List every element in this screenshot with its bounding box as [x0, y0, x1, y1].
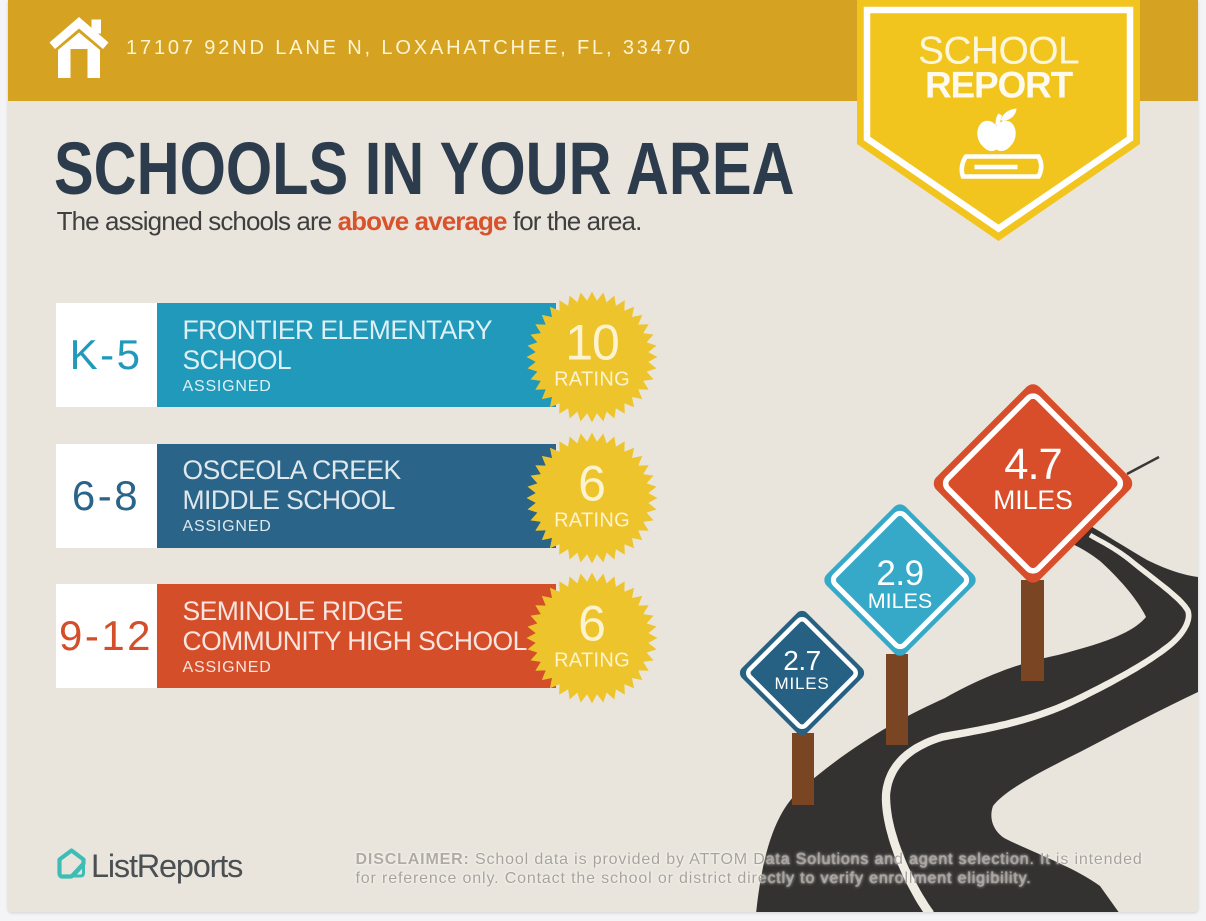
- svg-text:MILES: MILES: [774, 674, 829, 693]
- svg-text:REPORT: REPORT: [925, 64, 1074, 105]
- svg-text:4.7: 4.7: [1004, 441, 1061, 489]
- svg-text:RATING: RATING: [554, 650, 630, 672]
- svg-text:6: 6: [578, 596, 606, 652]
- svg-text:MILES: MILES: [868, 589, 933, 613]
- svg-text:6: 6: [578, 455, 606, 511]
- svg-text:SCHOOL: SCHOOL: [918, 30, 1079, 73]
- svg-text:2.7: 2.7: [783, 645, 820, 676]
- svg-text:RATING: RATING: [554, 369, 630, 391]
- svg-text:RATING: RATING: [554, 509, 630, 531]
- svg-text:10: 10: [565, 315, 619, 371]
- svg-text:MILES: MILES: [993, 485, 1073, 515]
- svg-text:2.9: 2.9: [876, 554, 923, 593]
